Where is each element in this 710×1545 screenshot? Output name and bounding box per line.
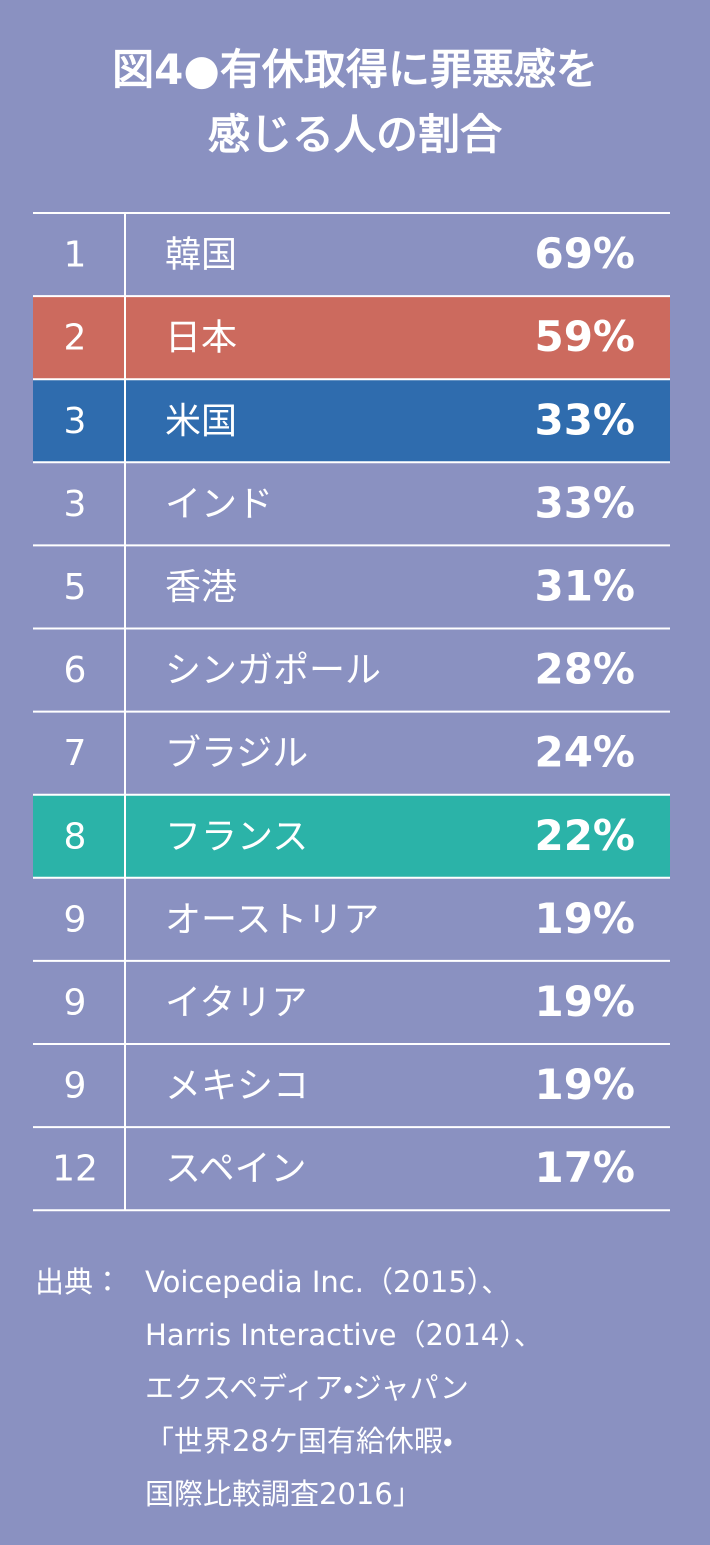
percentage: 19% xyxy=(534,1060,635,1109)
percentage: 28% xyxy=(534,645,635,694)
percentage: 59% xyxy=(534,312,635,361)
country: ブラジル xyxy=(165,733,308,774)
percentage: 33% xyxy=(534,478,635,527)
percentage: 19% xyxy=(534,894,635,943)
percentage: 22% xyxy=(534,811,635,860)
country: スペイン xyxy=(165,1149,306,1190)
rank: 5 xyxy=(64,567,87,608)
country: メキシコ xyxy=(165,1066,309,1107)
percentage: 33% xyxy=(534,395,635,444)
rank: 9 xyxy=(64,899,87,940)
source-line: エクスペディア・ジャパン xyxy=(145,1371,469,1405)
rank: 2 xyxy=(64,318,87,359)
rank: 3 xyxy=(64,401,87,442)
country: インド xyxy=(165,484,273,525)
source-line: 国際比較調査2016」 xyxy=(145,1477,422,1511)
country: オーストリア xyxy=(165,899,379,940)
country: 日本 xyxy=(165,318,237,359)
rank: 9 xyxy=(64,1066,87,1107)
source-line: Harris Interactive（2014）、 xyxy=(145,1318,543,1352)
country: 香港 xyxy=(165,567,237,608)
row-highlight xyxy=(33,296,670,380)
country: イタリア xyxy=(165,982,308,1023)
ranking-table: 1 韓国 69% 2 日本 59% 3 米国 33% 3 インド 33% 5 香港 31% 6 シンガポール 28… xyxy=(33,212,670,1212)
rank: 3 xyxy=(64,484,87,525)
title-line: 図4●有休取得に罪悪感を xyxy=(112,45,598,94)
rank: 1 xyxy=(64,235,87,276)
country: 韓国 xyxy=(165,235,237,276)
percentage: 24% xyxy=(534,728,635,777)
rank: 9 xyxy=(64,982,87,1023)
title-line: 感じる人の割合 xyxy=(207,110,502,159)
source-line: 「世界28ケ国有給休暇・ xyxy=(145,1424,453,1458)
rank: 12 xyxy=(52,1149,98,1190)
row-highlight xyxy=(33,794,670,878)
country: 米国 xyxy=(165,401,237,442)
percentage: 31% xyxy=(534,561,635,610)
source-label: 出典： xyxy=(35,1265,123,1299)
country: フランス xyxy=(165,816,308,857)
percentage: 17% xyxy=(534,1143,635,1192)
percentage: 19% xyxy=(534,977,635,1026)
source-line: Voicepedia Inc.（2015）、 xyxy=(145,1265,511,1299)
rank: 8 xyxy=(64,816,87,857)
row-highlight xyxy=(33,379,670,463)
rank: 6 xyxy=(64,650,87,691)
rank: 7 xyxy=(64,733,87,774)
country: シンガポール xyxy=(165,650,381,691)
percentage: 69% xyxy=(534,229,635,278)
